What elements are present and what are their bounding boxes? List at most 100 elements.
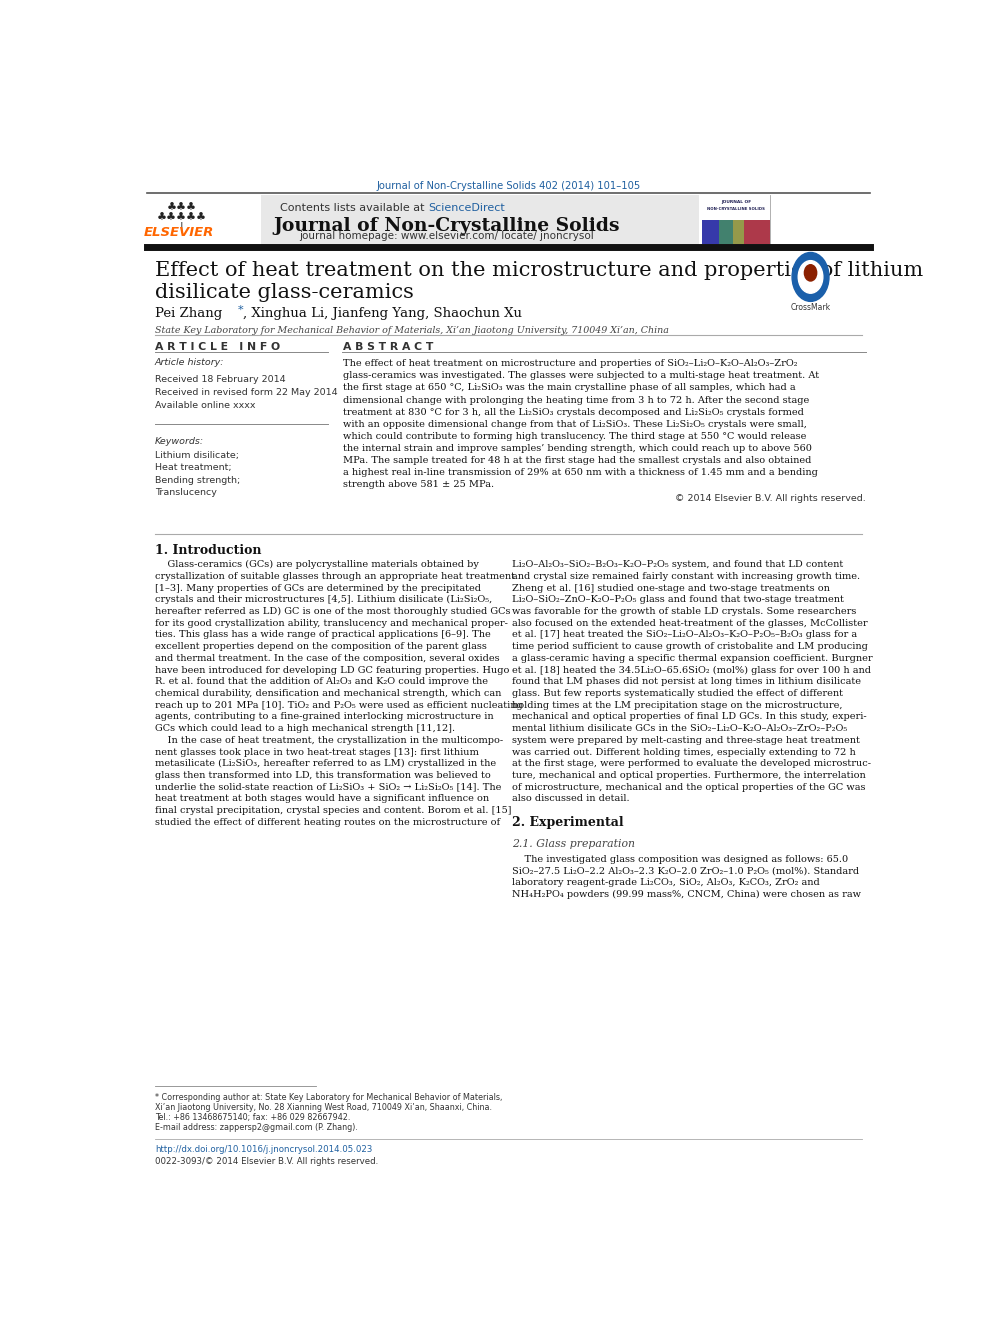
Text: 0022-3093/© 2014 Elsevier B.V. All rights reserved.: 0022-3093/© 2014 Elsevier B.V. All right… (155, 1158, 378, 1166)
Text: State Key Laboratory for Mechanical Behavior of Materials, Xi’an Jiaotong Univer: State Key Laboratory for Mechanical Beha… (155, 325, 669, 335)
Text: Li₂O–SiO₂–ZnO–K₂O–P₂O₅ glass and found that two-stage treatment: Li₂O–SiO₂–ZnO–K₂O–P₂O₅ glass and found t… (512, 595, 844, 605)
Text: Translucency: Translucency (155, 488, 216, 497)
Text: final crystal precipitation, crystal species and content. Borom et al. [15]: final crystal precipitation, crystal spe… (155, 806, 511, 815)
Text: Xi’an Jiaotong University, No. 28 Xianning West Road, 710049 Xi’an, Shaanxi, Chi: Xi’an Jiaotong University, No. 28 Xianni… (155, 1103, 492, 1113)
Text: In the case of heat treatment, the crystallization in the multicompo-: In the case of heat treatment, the cryst… (155, 736, 503, 745)
Text: the internal strain and improve samples’ bending strength, which could reach up : the internal strain and improve samples’… (343, 443, 812, 452)
Text: time period sufficient to cause growth of cristobalite and LM producing: time period sufficient to cause growth o… (512, 642, 868, 651)
Text: dimensional change with prolonging the heating time from 3 h to 72 h. After the : dimensional change with prolonging the h… (343, 396, 809, 405)
Text: ties. This glass has a wide range of practical applications [6–9]. The: ties. This glass has a wide range of pra… (155, 631, 490, 639)
Text: agents, contributing to a fine-grained interlocking microstructure in: agents, contributing to a fine-grained i… (155, 712, 493, 721)
Text: disilicate glass-ceramics: disilicate glass-ceramics (155, 283, 414, 302)
Circle shape (805, 265, 816, 280)
Circle shape (792, 253, 829, 302)
Text: a glass-ceramic having a specific thermal expansion coefficient. Burgner: a glass-ceramic having a specific therma… (512, 654, 873, 663)
Text: The investigated glass composition was designed as follows: 65.0: The investigated glass composition was d… (512, 855, 848, 864)
Text: the first stage at 650 °C, Li₂SiO₃ was the main crystalline phase of all samples: the first stage at 650 °C, Li₂SiO₃ was t… (343, 384, 796, 393)
Text: with an opposite dimensional change from that of Li₂SiO₃. These Li₂Si₂O₅ crystal: with an opposite dimensional change from… (343, 419, 806, 429)
Text: A R T I C L E   I N F O: A R T I C L E I N F O (155, 343, 280, 352)
Text: crystals and their microstructures [4,5]. Lithium disilicate (Li₂Si₂O₅,: crystals and their microstructures [4,5]… (155, 595, 492, 605)
Text: 2.1. Glass preparation: 2.1. Glass preparation (512, 839, 635, 849)
Text: treatment at 830 °C for 3 h, all the Li₂SiO₃ crystals decomposed and Li₂Si₂O₅ cr: treatment at 830 °C for 3 h, all the Li₂… (343, 407, 804, 417)
Text: was carried out. Different holding times, especially extending to 72 h: was carried out. Different holding times… (512, 747, 856, 757)
Text: metasilicate (Li₂SiO₃, hereafter referred to as LM) crystallized in the: metasilicate (Li₂SiO₃, hereafter referre… (155, 759, 496, 769)
Text: [1–3]. Many properties of GCs are determined by the precipitated: [1–3]. Many properties of GCs are determ… (155, 583, 481, 593)
FancyBboxPatch shape (147, 196, 261, 245)
Text: nent glasses took place in two heat-treat stages [13]: first lithium: nent glasses took place in two heat-trea… (155, 747, 478, 757)
Text: Lithium disilicate;: Lithium disilicate; (155, 451, 239, 460)
Text: JOURNAL OF: JOURNAL OF (721, 200, 751, 204)
Text: *: * (238, 304, 243, 315)
Text: which could contribute to forming high translucency. The third stage at 550 °C w: which could contribute to forming high t… (343, 431, 806, 441)
Text: excellent properties depend on the composition of the parent glass: excellent properties depend on the compo… (155, 642, 487, 651)
Text: was favorable for the growth of stable LD crystals. Some researchers: was favorable for the growth of stable L… (512, 607, 857, 617)
Text: mechanical and optical properties of final LD GCs. In this study, experi-: mechanical and optical properties of fin… (512, 712, 867, 721)
Text: chemical durability, densification and mechanical strength, which can: chemical durability, densification and m… (155, 689, 501, 699)
Text: a highest real in-line transmission of 29% at 650 nm with a thickness of 1.45 mm: a highest real in-line transmission of 2… (343, 467, 818, 476)
Text: et al. [17] heat treated the SiO₂–Li₂O–Al₂O₃–K₂O–P₂O₅–B₂O₃ glass for a: et al. [17] heat treated the SiO₂–Li₂O–A… (512, 631, 857, 639)
Text: NON-CRYSTALLINE SOLIDS: NON-CRYSTALLINE SOLIDS (707, 206, 765, 210)
Text: at the first stage, were performed to evaluate the developed microstruc-: at the first stage, were performed to ev… (512, 759, 871, 769)
Text: 1. Introduction: 1. Introduction (155, 544, 261, 557)
Text: GCs which could lead to a high mechanical strength [11,12].: GCs which could lead to a high mechanica… (155, 724, 455, 733)
Text: Glass-ceramics (GCs) are polycrystalline materials obtained by: Glass-ceramics (GCs) are polycrystalline… (155, 560, 478, 569)
Text: Article history:: Article history: (155, 359, 224, 368)
Text: © 2014 Elsevier B.V. All rights reserved.: © 2014 Elsevier B.V. All rights reserved… (676, 493, 866, 503)
Text: Pei Zhang: Pei Zhang (155, 307, 226, 320)
Text: 2. Experimental: 2. Experimental (512, 816, 624, 830)
FancyBboxPatch shape (744, 220, 770, 245)
Text: glass. But few reports systematically studied the effect of different: glass. But few reports systematically st… (512, 689, 843, 699)
Text: NH₄H₂PO₄ powders (99.99 mass%, CNCM, China) were chosen as raw: NH₄H₂PO₄ powders (99.99 mass%, CNCM, Chi… (512, 890, 861, 900)
FancyBboxPatch shape (702, 196, 770, 220)
Text: of microstructure, mechanical and the optical properties of the GC was: of microstructure, mechanical and the op… (512, 783, 866, 791)
Text: and crystal size remained fairly constant with increasing growth time.: and crystal size remained fairly constan… (512, 572, 860, 581)
Text: holding times at the LM precipitation stage on the microstructure,: holding times at the LM precipitation st… (512, 701, 843, 709)
FancyBboxPatch shape (702, 196, 770, 245)
Text: Bending strength;: Bending strength; (155, 475, 240, 484)
Text: heat treatment at both stages would have a significant influence on: heat treatment at both stages would have… (155, 794, 489, 803)
Text: studied the effect of different heating routes on the microstructure of: studied the effect of different heating … (155, 818, 500, 827)
Text: Heat treatment;: Heat treatment; (155, 463, 231, 472)
Text: The effect of heat treatment on microstructure and properties of SiO₂–Li₂O–K₂O–A: The effect of heat treatment on microstr… (343, 360, 798, 368)
Text: R. et al. found that the addition of Al₂O₃ and K₂O could improve the: R. et al. found that the addition of Al₂… (155, 677, 488, 687)
Text: et al. [18] heated the 34.5Li₂O–65.6SiO₂ (mol%) glass for over 100 h and: et al. [18] heated the 34.5Li₂O–65.6SiO₂… (512, 665, 871, 675)
Text: reach up to 201 MPa [10]. TiO₂ and P₂O₅ were used as efficient nucleating: reach up to 201 MPa [10]. TiO₂ and P₂O₅ … (155, 701, 523, 709)
Text: journal homepage: www.elsevier.com/ locate/ jnoncrysol: journal homepage: www.elsevier.com/ loca… (300, 232, 594, 241)
Text: * Corresponding author at: State Key Laboratory for Mechanical Behavior of Mater: * Corresponding author at: State Key Lab… (155, 1093, 502, 1102)
Text: and thermal treatment. In the case of the composition, several oxides: and thermal treatment. In the case of th… (155, 654, 499, 663)
Text: ELSEVIER: ELSEVIER (144, 226, 214, 239)
Text: CrossMark: CrossMark (791, 303, 830, 312)
Text: Zheng et al. [16] studied one-stage and two-stage treatments on: Zheng et al. [16] studied one-stage and … (512, 583, 830, 593)
Text: Keywords:: Keywords: (155, 437, 204, 446)
FancyBboxPatch shape (702, 220, 770, 245)
FancyBboxPatch shape (702, 220, 719, 245)
Text: Received in revised form 22 May 2014: Received in revised form 22 May 2014 (155, 388, 337, 397)
Text: Journal of Non-Crystalline Solids 402 (2014) 101–105: Journal of Non-Crystalline Solids 402 (2… (376, 181, 641, 191)
Text: mental lithium disilicate GCs in the SiO₂–Li₂O–K₂O–Al₂O₃–ZrO₂–P₂O₅: mental lithium disilicate GCs in the SiO… (512, 724, 847, 733)
Circle shape (799, 261, 822, 294)
Text: http://dx.doi.org/10.1016/j.jnoncrysol.2014.05.023: http://dx.doi.org/10.1016/j.jnoncrysol.2… (155, 1144, 372, 1154)
Text: Journal of Non-Crystalline Solids: Journal of Non-Crystalline Solids (274, 217, 620, 235)
Text: also discussed in detail.: also discussed in detail. (512, 794, 630, 803)
Text: ture, mechanical and optical properties. Furthermore, the interrelation: ture, mechanical and optical properties.… (512, 771, 866, 781)
Text: for its good crystallization ability, translucency and mechanical proper-: for its good crystallization ability, tr… (155, 619, 508, 627)
Text: system were prepared by melt-casting and three-stage heat treatment: system were prepared by melt-casting and… (512, 736, 860, 745)
Text: strength above 581 ± 25 MPa.: strength above 581 ± 25 MPa. (343, 480, 494, 488)
Text: also focused on the extended heat-treatment of the glasses, McCollister: also focused on the extended heat-treatm… (512, 619, 868, 627)
Text: Effect of heat treatment on the microstructure and properties of lithium: Effect of heat treatment on the microstr… (155, 261, 923, 279)
Text: , Xinghua Li, Jianfeng Yang, Shaochun Xu: , Xinghua Li, Jianfeng Yang, Shaochun Xu (243, 307, 522, 320)
FancyBboxPatch shape (733, 220, 744, 245)
Text: E-mail address: zappersp2@gmail.com (P. Zhang).: E-mail address: zappersp2@gmail.com (P. … (155, 1123, 358, 1132)
Text: Contents lists available at: Contents lists available at (280, 202, 428, 213)
Text: crystallization of suitable glasses through an appropriate heat treatment: crystallization of suitable glasses thro… (155, 572, 515, 581)
Text: laboratory reagent-grade Li₂CO₃, SiO₂, Al₂O₃, K₂CO₃, ZrO₂ and: laboratory reagent-grade Li₂CO₃, SiO₂, A… (512, 878, 820, 888)
Text: found that LM phases did not persist at long times in lithium disilicate: found that LM phases did not persist at … (512, 677, 861, 687)
Text: hereafter referred as LD) GC is one of the most thoroughly studied GCs: hereafter referred as LD) GC is one of t… (155, 607, 510, 617)
Text: Received 18 February 2014: Received 18 February 2014 (155, 374, 286, 384)
Text: glass then transformed into LD, this transformation was believed to: glass then transformed into LD, this tra… (155, 771, 490, 781)
Text: Tel.: +86 13468675140; fax: +86 029 82667942.: Tel.: +86 13468675140; fax: +86 029 8266… (155, 1113, 350, 1122)
Text: A B S T R A C T: A B S T R A C T (343, 343, 434, 352)
Text: ♣♣♣
♣♣♣♣♣
  |: ♣♣♣ ♣♣♣♣♣ | (157, 204, 206, 233)
Text: Available online xxxx: Available online xxxx (155, 401, 255, 410)
FancyBboxPatch shape (147, 196, 699, 245)
